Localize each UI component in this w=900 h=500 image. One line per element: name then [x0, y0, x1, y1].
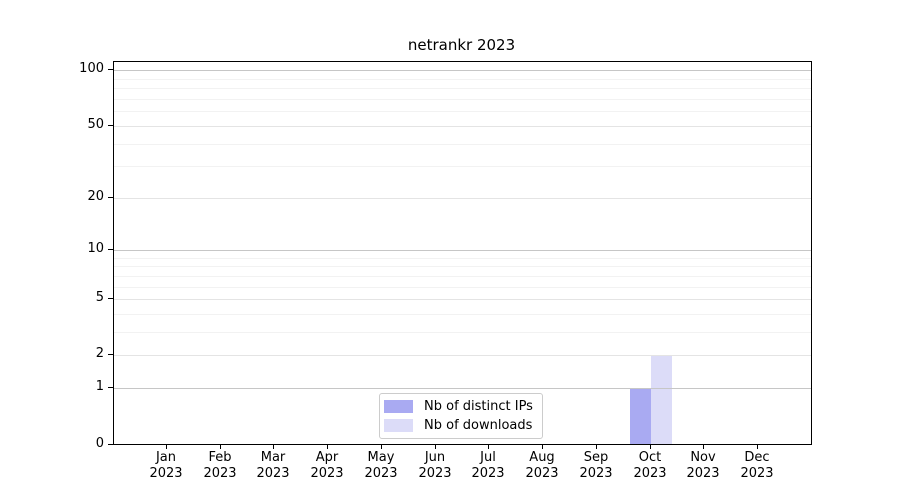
minor-gridline	[114, 332, 811, 333]
x-tick-year: 2023	[203, 466, 237, 481]
y-tick-mark	[108, 387, 113, 388]
x-tick-year: 2023	[256, 466, 290, 481]
legend-entry: Nb of distinct IPs	[384, 399, 533, 414]
x-tick-label: Dec 2023	[727, 450, 787, 482]
x-tick-month: Jun	[424, 450, 446, 465]
x-tick-year: 2023	[471, 466, 505, 481]
y-tick-mark	[108, 125, 113, 126]
bar-nb-of-distinct-ips	[629, 388, 651, 444]
x-tick-label: Sep 2023	[566, 450, 626, 482]
x-tick-month: Jul	[480, 450, 496, 465]
minor-gridline	[114, 88, 811, 89]
major-gridline	[114, 355, 811, 356]
x-tick-mark	[542, 444, 543, 449]
x-tick-year: 2023	[633, 466, 667, 481]
legend-entry: Nb of downloads	[384, 418, 533, 433]
legend-swatch	[384, 400, 413, 413]
x-tick-year: 2023	[310, 466, 344, 481]
x-tick-mark	[381, 444, 382, 449]
x-tick-month: May	[367, 450, 395, 465]
minor-gridline	[114, 314, 811, 315]
minor-gridline	[114, 258, 811, 259]
major-gridline	[114, 126, 811, 127]
x-tick-mark	[166, 444, 167, 449]
x-tick-label: Aug 2023	[512, 450, 572, 482]
major-gridline	[114, 70, 811, 71]
x-tick-mark	[650, 444, 651, 449]
major-gridline	[114, 198, 811, 199]
minor-gridline	[114, 266, 811, 267]
y-tick-mark	[108, 197, 113, 198]
minor-gridline	[114, 276, 811, 277]
y-tick-label: 2	[95, 346, 104, 361]
y-tick-mark	[108, 69, 113, 70]
y-tick-label: 0	[95, 436, 104, 451]
minor-gridline	[114, 166, 811, 167]
plot-area	[113, 61, 812, 445]
x-tick-year: 2023	[740, 466, 774, 481]
x-tick-label: Jul 2023	[458, 450, 518, 482]
x-tick-label: Mar 2023	[243, 450, 303, 482]
x-tick-month: Aug	[529, 450, 555, 465]
x-tick-label: Nov 2023	[673, 450, 733, 482]
x-tick-month: Jan	[155, 450, 177, 465]
x-tick-year: 2023	[149, 466, 183, 481]
minor-gridline	[114, 99, 811, 100]
chart-title: netrankr 2023	[407, 36, 516, 54]
x-tick-mark	[273, 444, 274, 449]
minor-gridline	[114, 287, 811, 288]
major-gridline	[114, 250, 811, 251]
x-tick-year: 2023	[418, 466, 452, 481]
x-tick-label: Oct 2023	[620, 450, 680, 482]
x-tick-year: 2023	[364, 466, 398, 481]
minor-gridline	[114, 79, 811, 80]
y-tick-label: 50	[87, 117, 104, 132]
x-tick-month: Sep	[583, 450, 609, 465]
x-tick-month: Oct	[638, 450, 662, 465]
y-tick-label: 100	[79, 61, 104, 76]
bar-nb-of-downloads	[650, 355, 672, 444]
minor-gridline	[114, 111, 811, 112]
x-tick-label: May 2023	[351, 450, 411, 482]
x-tick-mark	[596, 444, 597, 449]
x-tick-label: Apr 2023	[297, 450, 357, 482]
x-tick-mark	[757, 444, 758, 449]
legend: Nb of distinct IPs Nb of downloads	[379, 393, 543, 439]
major-gridline	[114, 388, 811, 389]
x-tick-mark	[220, 444, 221, 449]
x-tick-year: 2023	[686, 466, 720, 481]
y-tick-label: 5	[95, 290, 104, 305]
y-tick-mark	[108, 249, 113, 250]
x-tick-month: Mar	[260, 450, 286, 465]
x-tick-mark	[435, 444, 436, 449]
minor-gridline	[114, 144, 811, 145]
x-tick-month: Dec	[744, 450, 770, 465]
y-tick-mark	[108, 354, 113, 355]
legend-swatch	[384, 419, 413, 432]
x-tick-month: Apr	[315, 450, 339, 465]
x-tick-month: Nov	[690, 450, 716, 465]
x-tick-label: Jan 2023	[136, 450, 196, 482]
x-tick-mark	[703, 444, 704, 449]
y-tick-label: 20	[87, 189, 104, 204]
legend-label: Nb of distinct IPs	[424, 399, 533, 414]
y-tick-mark	[108, 298, 113, 299]
y-tick-label: 1	[95, 379, 104, 394]
x-tick-year: 2023	[579, 466, 613, 481]
x-tick-year: 2023	[525, 466, 559, 481]
x-tick-month: Feb	[208, 450, 232, 465]
major-gridline	[114, 299, 811, 300]
y-tick-mark	[108, 444, 113, 445]
x-tick-label: Jun 2023	[405, 450, 465, 482]
x-tick-label: Feb 2023	[190, 450, 250, 482]
legend-label: Nb of downloads	[424, 418, 533, 433]
x-tick-mark	[327, 444, 328, 449]
x-tick-mark	[488, 444, 489, 449]
y-tick-label: 10	[87, 241, 104, 256]
